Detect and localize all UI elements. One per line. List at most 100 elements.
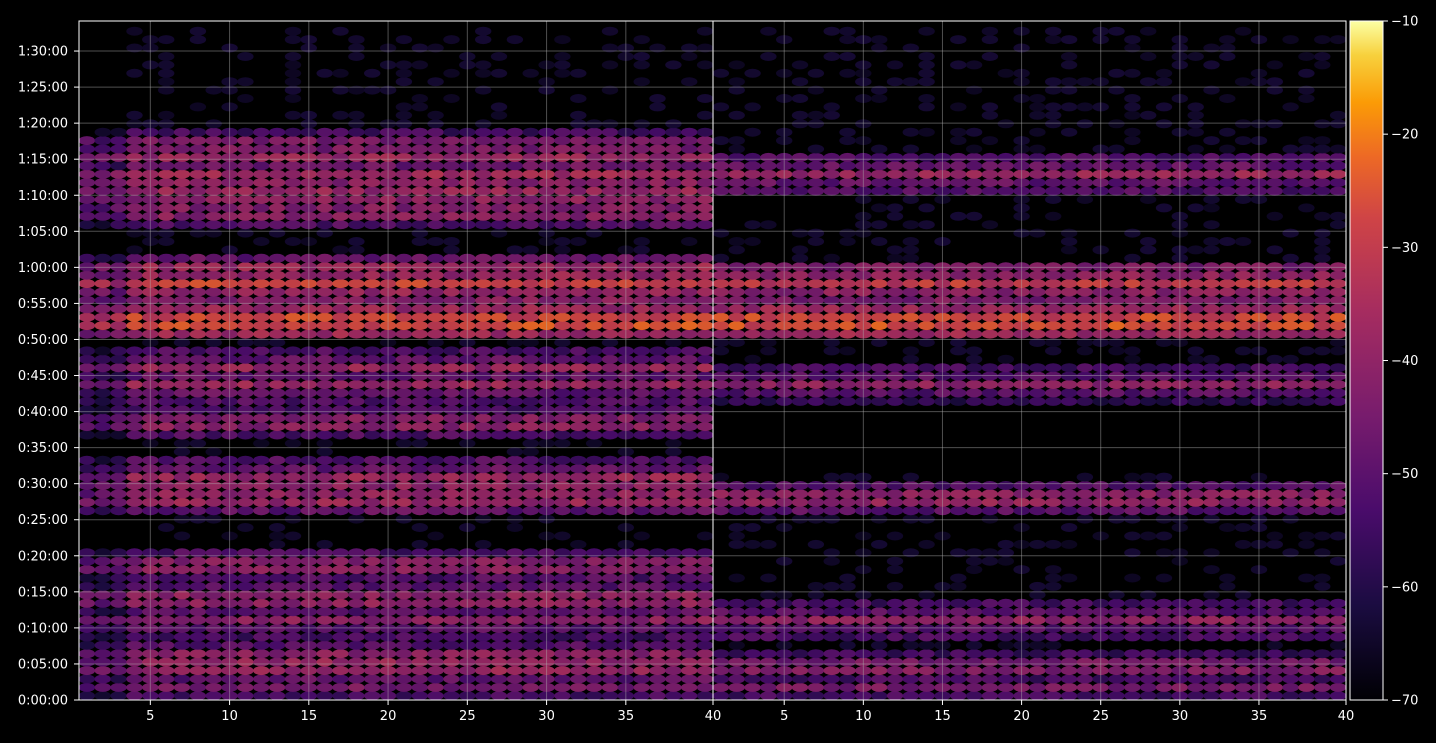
heatmap-cell: [617, 144, 634, 154]
heatmap-cell: [205, 329, 222, 339]
heatmap-cell: [1060, 371, 1078, 381]
heatmap-cell: [173, 657, 191, 667]
heatmap-cell: [221, 674, 238, 684]
heatmap-cell: [205, 346, 222, 356]
heatmap-cell: [1124, 624, 1141, 633]
heatmap-cell: [585, 169, 603, 179]
heatmap-cell: [395, 144, 413, 154]
heatmap-cell: [348, 363, 365, 373]
heatmap-cell: [284, 26, 302, 36]
heatmap-cell: [1140, 489, 1157, 499]
heatmap-cell: [1045, 674, 1062, 684]
heatmap-cell: [981, 110, 999, 120]
heatmap-cell: [1314, 581, 1331, 591]
heatmap-cell: [871, 220, 888, 230]
heatmap-cell: [110, 615, 127, 625]
heatmap-cell: [443, 640, 460, 650]
heatmap-cell: [221, 581, 238, 591]
heatmap-cell: [776, 607, 793, 617]
heatmap-cell: [839, 682, 856, 692]
heatmap-cell: [1171, 548, 1189, 558]
heatmap-cell: [1092, 279, 1109, 289]
heatmap-cell: [411, 489, 428, 499]
heatmap-cell: [1029, 497, 1046, 507]
heatmap-cell: [142, 607, 159, 617]
heatmap-cell: [379, 405, 397, 415]
heatmap-cell: [427, 161, 444, 171]
heatmap-cell: [395, 691, 413, 700]
heatmap-cell: [950, 674, 967, 684]
heatmap-cell: [934, 497, 951, 507]
heatmap-cell: [1314, 186, 1331, 196]
heatmap-cell: [221, 506, 238, 516]
heatmap-cell: [744, 371, 761, 381]
heatmap-cell: [1076, 624, 1094, 633]
heatmap-cell: [110, 632, 127, 642]
heatmap-cell: [665, 447, 682, 457]
heatmap-cell: [443, 573, 460, 583]
heatmap-cell: [284, 304, 302, 314]
heatmap-cell: [475, 363, 492, 373]
heatmap-cell: [221, 354, 238, 364]
heatmap-cell: [538, 237, 555, 246]
heatmap-cell: [1187, 312, 1204, 322]
heatmap-cell: [1013, 691, 1030, 700]
heatmap-cell: [110, 136, 127, 146]
heatmap-cell: [443, 581, 460, 591]
heatmap-cell: [918, 371, 935, 381]
heatmap-cell: [839, 136, 856, 146]
heatmap-cell: [776, 649, 793, 659]
heatmap-cell: [1140, 481, 1157, 490]
heatmap-cell: [617, 371, 634, 381]
heatmap-cell: [1060, 127, 1078, 137]
heatmap-cell: [1108, 380, 1125, 389]
heatmap-cell: [126, 624, 143, 633]
heatmap-cell: [570, 304, 587, 314]
heatmap-cell: [173, 497, 191, 507]
heatmap-cell: [475, 649, 492, 659]
heatmap-cell: [713, 497, 730, 507]
heatmap-cell: [554, 35, 571, 45]
heatmap-cell: [681, 253, 698, 263]
heatmap-cell: [744, 169, 761, 179]
heatmap-cell: [1140, 287, 1157, 297]
heatmap-cell: [1314, 371, 1331, 381]
heatmap-cell: [855, 152, 872, 162]
heatmap-cell: [1234, 346, 1252, 356]
heatmap-cell: [158, 565, 175, 575]
heatmap-cell: [253, 220, 270, 230]
heatmap-cell: [965, 262, 983, 272]
heatmap-cell: [1187, 110, 1204, 120]
heatmap-cell: [205, 565, 222, 575]
heatmap-cell: [1187, 615, 1204, 625]
heatmap-cell: [633, 497, 650, 507]
heatmap-cell: [1282, 396, 1299, 406]
heatmap-cell: [1250, 565, 1268, 575]
heatmap-cell: [696, 380, 713, 389]
heatmap-cell: [776, 262, 793, 272]
heatmap-cell: [1124, 354, 1141, 364]
heatmap-cell: [1171, 245, 1189, 255]
heatmap-cell: [173, 371, 191, 381]
heatmap-cell: [1060, 262, 1078, 272]
heatmap-cell: [950, 60, 967, 70]
heatmap-cell: [728, 388, 745, 398]
heatmap-cell: [1329, 304, 1346, 314]
heatmap-cell: [94, 489, 112, 499]
heatmap-cell: [665, 640, 682, 650]
heatmap-cell: [585, 548, 603, 558]
heatmap-cell: [348, 691, 365, 700]
heatmap-cell: [395, 295, 413, 305]
heatmap-cell: [1329, 607, 1346, 617]
heatmap-cell: [538, 304, 555, 314]
heatmap-cell: [696, 329, 713, 339]
heatmap-cell: [791, 666, 809, 676]
heatmap-cell: [1234, 152, 1252, 162]
heatmap-cell: [189, 632, 207, 642]
heatmap-cell: [538, 455, 555, 465]
heatmap-cell: [110, 506, 127, 516]
heatmap-cell: [871, 338, 888, 347]
heatmap-cell: [776, 523, 793, 532]
heatmap-cell: [284, 396, 302, 406]
heatmap-cell: [617, 203, 634, 213]
